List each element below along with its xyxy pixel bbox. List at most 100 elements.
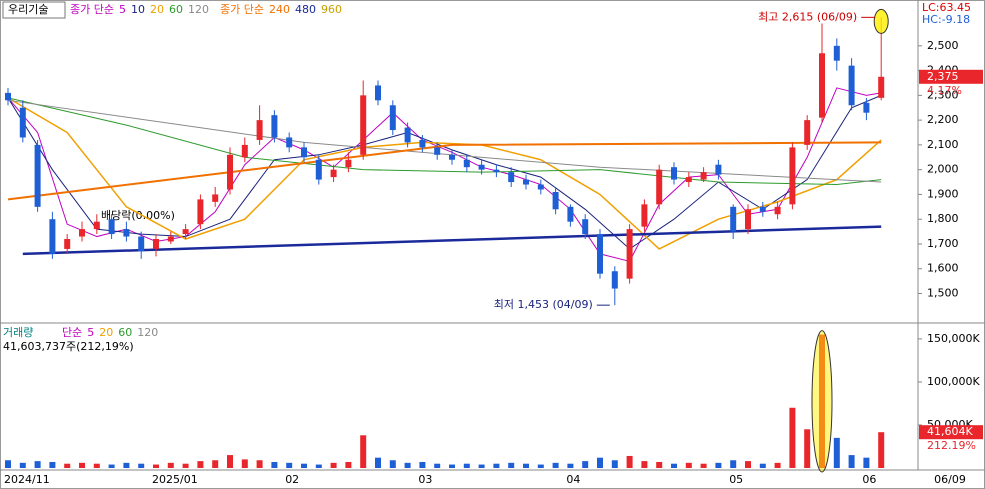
volume-bar — [301, 463, 307, 468]
x-tick-label: 03 — [418, 473, 432, 486]
volume-bar — [552, 462, 559, 468]
legend-text: 480 — [295, 3, 316, 16]
candle-body — [93, 221, 100, 230]
candle-body — [167, 236, 174, 242]
candle-body — [108, 219, 115, 235]
volume-bar — [375, 457, 381, 468]
candle-body — [641, 204, 648, 227]
x-tick-label: 04 — [566, 473, 580, 486]
highlight — [811, 330, 833, 473]
candle-body — [19, 107, 26, 138]
volume-bar — [256, 460, 263, 468]
candle-body — [508, 172, 515, 183]
candle-body — [567, 206, 574, 222]
candle-body — [5, 92, 11, 101]
y-tick-label: 150,000K — [927, 332, 980, 345]
title-box[interactable] — [2, 1, 66, 19]
volume-bar — [419, 461, 426, 468]
candle-body — [123, 229, 130, 237]
volume-bar — [833, 437, 840, 468]
legend-text: 단순 — [62, 326, 82, 339]
legend-text: 종가 단순 — [220, 3, 264, 16]
volume-bar — [271, 461, 278, 468]
volume-bar — [715, 462, 722, 468]
volume-bar — [212, 460, 219, 468]
candle-body — [256, 120, 263, 140]
volume-summary: 41,603,737주(212,19%) — [3, 340, 134, 353]
volume-bar — [700, 463, 707, 468]
x-tick-label: 2024/11 — [4, 473, 50, 486]
candle-body — [848, 65, 855, 106]
moving-average — [22, 225, 882, 256]
volume-bar — [108, 464, 115, 468]
candle-body — [419, 139, 426, 148]
high-annotation: 최고 2,615 (06/09) — [758, 10, 857, 23]
y-tick-label: 2,500 — [927, 39, 959, 52]
y-tick-label: 100,000K — [927, 375, 980, 388]
y-tick-label: 1,600 — [927, 262, 959, 275]
candle-body — [49, 219, 56, 254]
volume-bar — [656, 461, 663, 468]
volume-bar — [404, 462, 411, 468]
volume-bar — [789, 407, 796, 468]
volume-bar — [508, 462, 515, 468]
candle-body — [745, 209, 751, 230]
volume-bar — [138, 463, 145, 468]
stock-title: 우리기술 — [8, 3, 48, 16]
candle-body — [389, 105, 396, 131]
price-box — [919, 69, 983, 84]
legend-text: 20 — [99, 326, 113, 339]
legend-text: 960 — [321, 3, 342, 16]
volume-label: 41,604K — [927, 425, 973, 438]
candle-body — [79, 229, 85, 237]
volume-bar — [153, 464, 159, 468]
volume-bar — [671, 463, 677, 468]
volume-bar — [64, 463, 71, 468]
candle-body — [315, 159, 322, 180]
candle-body — [375, 85, 381, 101]
candle-body — [153, 239, 159, 249]
volume-bar — [360, 435, 367, 468]
volume-bar — [34, 461, 41, 468]
volume-bar — [567, 463, 574, 468]
dividend-annotation: 배당락(0.00%) — [101, 209, 175, 222]
x-tick-label: 2025/01 — [152, 473, 198, 486]
legend-text: 60 — [169, 3, 183, 16]
candle-body — [700, 172, 707, 180]
low-annotation: 최저 1,453 (04/09) — [494, 298, 593, 311]
volume-bar — [5, 460, 11, 468]
y-tick-label: 1,500 — [927, 287, 959, 300]
volume-bar — [804, 429, 811, 468]
volume-bar — [330, 462, 337, 468]
candle-body — [182, 229, 189, 235]
candle-body — [286, 137, 293, 148]
volume-bar — [389, 460, 396, 468]
volume-bar — [19, 462, 26, 468]
candle-body — [597, 234, 603, 274]
hc-label: HC:-9.18 — [922, 13, 970, 26]
candle-body — [537, 184, 544, 190]
moving-average — [7, 141, 882, 201]
legend-text: 240 — [269, 3, 290, 16]
candle-body — [715, 164, 722, 175]
price-label: 2,375 — [927, 70, 959, 83]
candle-body — [138, 236, 145, 252]
volume-bar — [79, 462, 85, 468]
volume-bar — [848, 455, 855, 468]
volume-bar — [878, 432, 885, 468]
volume-bar — [123, 462, 130, 468]
volume-bar — [93, 463, 100, 468]
y-tick-label: 2,100 — [927, 138, 959, 151]
y-tick-label: 1,900 — [927, 187, 959, 200]
candle-body — [227, 154, 233, 190]
ratio-label: 212.19% — [927, 439, 976, 452]
candle-body — [671, 167, 677, 180]
last-date: 06/09 — [934, 473, 966, 486]
x-tick-label: 06 — [862, 473, 876, 486]
volume-bar — [745, 461, 751, 468]
volume-bar — [286, 462, 293, 468]
volume-bar — [182, 463, 189, 468]
candle-body — [626, 229, 633, 279]
